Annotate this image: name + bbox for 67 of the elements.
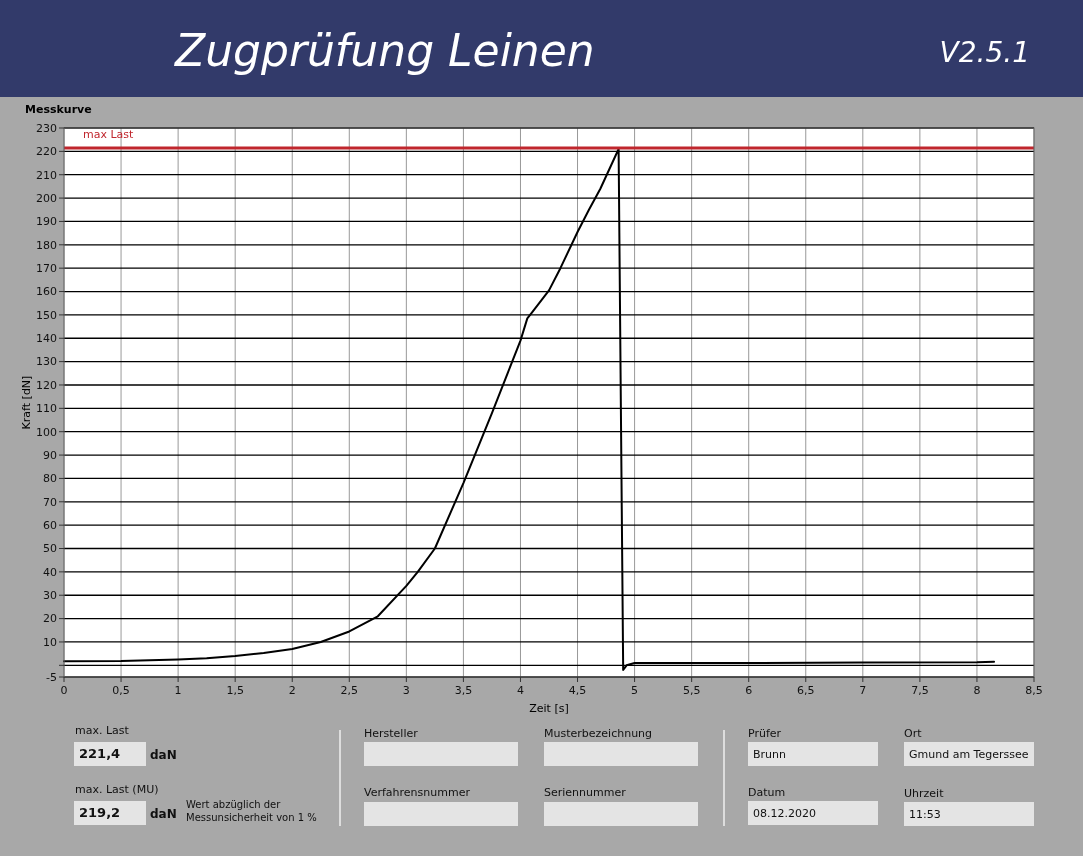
ref-line-label: max Last xyxy=(83,128,135,142)
y-tick-label: 210 xyxy=(36,168,57,182)
text: Hersteller xyxy=(364,727,419,740)
text: max. Last xyxy=(75,724,130,737)
text: 08.12.2020 xyxy=(753,807,816,820)
y-tick-label: 190 xyxy=(36,215,57,229)
text: 219,2 xyxy=(79,805,121,820)
y-tick-label: 230 xyxy=(36,121,57,135)
y-tick-label: -5 xyxy=(46,670,57,684)
text: Gmund am Tegerssee xyxy=(909,748,1029,761)
y-tick-label: 60 xyxy=(43,519,57,532)
y-tick-label: 180 xyxy=(36,238,57,252)
chart-title: Zugprüfung Leinen xyxy=(174,25,595,76)
x-tick-label: 6 xyxy=(745,684,753,697)
text: max. Last (MU) xyxy=(75,783,159,796)
x-tick-label: 2,5 xyxy=(340,684,359,697)
y-tick-label: 10 xyxy=(43,635,57,649)
x-tick-label: 2 xyxy=(288,684,296,697)
y-tick-label: 20 xyxy=(43,612,57,626)
text: V2.5.1 xyxy=(939,36,1030,69)
y-tick-label: 30 xyxy=(43,589,57,603)
x-tick-label: 4 xyxy=(516,684,524,697)
y-tick-label: 160 xyxy=(36,285,57,299)
x-tick-label: 5,5 xyxy=(682,684,701,697)
x-tick-label: 6,5 xyxy=(797,684,815,697)
x-tick-label: 0,5 xyxy=(112,684,130,697)
x-axis-title: Zeit [s] xyxy=(529,702,569,715)
y-tick-label: 70 xyxy=(43,495,57,509)
y-tick-label: 100 xyxy=(36,425,57,439)
text: Musterbezeichnung xyxy=(544,727,653,740)
text: Uhrzeit xyxy=(904,787,945,800)
text: Wert abzüglich der Messunsicherheit von 1 % xyxy=(186,799,317,823)
text: 11:53 xyxy=(909,808,941,821)
y-tick-label: 80 xyxy=(43,472,57,486)
x-tick-label: 3,5 xyxy=(454,684,473,697)
text: Ort xyxy=(904,727,923,740)
y-tick-label: 120 xyxy=(36,378,57,392)
y-tick-label: 170 xyxy=(36,262,57,276)
x-tick-label: 8,5 xyxy=(1025,684,1043,697)
text: Brunn xyxy=(753,748,787,761)
x-tick-label: 1 xyxy=(174,684,182,697)
text: daN xyxy=(150,748,177,762)
text: daN xyxy=(150,807,177,821)
text: Seriennummer xyxy=(544,786,627,799)
x-tick-label: 0 xyxy=(60,684,68,697)
text: Verfahrensnummer xyxy=(364,786,471,799)
y-axis-title: Kraft [dN] xyxy=(20,375,33,430)
x-tick-label: 8 xyxy=(973,684,981,697)
text: Prüfer xyxy=(748,727,782,740)
x-tick-label: 5 xyxy=(631,684,639,697)
x-tick-label: 3 xyxy=(402,684,410,697)
y-tick-label: 40 xyxy=(43,565,57,579)
x-tick-label: 7 xyxy=(859,684,867,697)
text: 221,4 xyxy=(79,746,121,761)
y-tick-label: 150 xyxy=(36,308,57,322)
y-tick-label: 140 xyxy=(36,332,57,346)
y-tick-label: 50 xyxy=(43,542,57,556)
x-tick-label: 7,5 xyxy=(911,684,929,697)
y-tick-label: 130 xyxy=(36,355,57,369)
chart-subtitle: Messkurve xyxy=(25,103,92,116)
y-tick-label: 200 xyxy=(36,191,57,205)
x-tick-label: 1,5 xyxy=(226,684,244,697)
y-tick-label: 220 xyxy=(36,145,57,159)
x-tick-label: 4,5 xyxy=(568,684,587,697)
text: Datum xyxy=(748,786,786,799)
y-tick-label: 110 xyxy=(36,402,57,416)
y-tick-label: 90 xyxy=(43,448,57,462)
